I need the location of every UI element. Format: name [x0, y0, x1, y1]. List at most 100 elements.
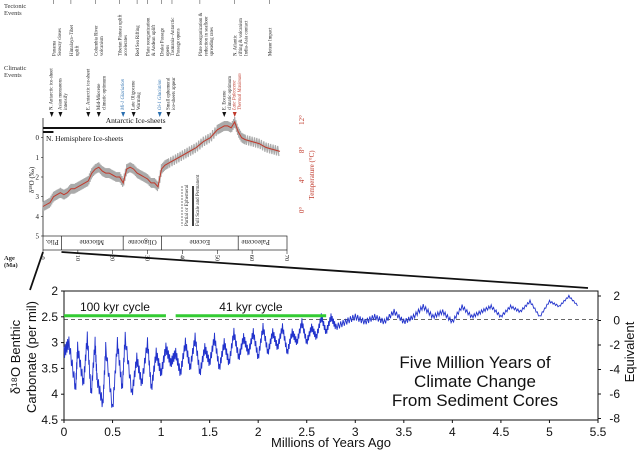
right-y-tick-label: -6 — [609, 387, 620, 401]
right-y-tick-label: 8° — [298, 147, 306, 154]
bottom-x-tick-label: 0.5 — [104, 425, 121, 439]
y-axis-label-line2: Carbonate (per mil) — [24, 301, 39, 413]
top-x-tick-label: 0 — [39, 256, 46, 259]
tectonic-event-text: Columbia River — [94, 25, 99, 56]
left-y-tick-label: 2 — [36, 174, 40, 182]
nh-ice-bar — [43, 131, 54, 133]
climatic-event-text: Warming — [137, 92, 142, 110]
climatic-events-label: Climatic Events — [4, 65, 27, 79]
right-y-tick-label: -8 — [609, 412, 620, 426]
left-y-tick-label: 1 — [36, 154, 40, 162]
nh-ice-label: N. Hemisphere Ice-sheets — [46, 134, 123, 143]
x-axis-label: Millions of Years Ago — [271, 435, 391, 450]
bottom-x-tick-label: 3.5 — [395, 425, 412, 439]
zoom-line-left — [29, 251, 44, 291]
right-y-tick-label: 0 — [613, 314, 620, 328]
tectonic-event-text: Himalaya–Tibet — [70, 24, 75, 56]
tectonic-event-text: Tibetan Plateau uplift — [119, 14, 124, 56]
bottom-x-tick-label: 4 — [449, 425, 456, 439]
top-x-tick-label: 10 — [74, 255, 81, 262]
top-x-tick-label: 20 — [109, 255, 116, 262]
top-x-tick-label: 50 — [213, 255, 220, 262]
climatic-event-text: Thermal Maximum — [238, 73, 243, 110]
top-x-tick-label: 60 — [248, 255, 255, 262]
tectonic-event-text: Meteor Impact — [269, 27, 274, 56]
zoom-connector — [29, 251, 589, 291]
left-y-tick-label: 3 — [51, 336, 58, 350]
right-y-axis-label: Temperature (°C) — [308, 150, 316, 200]
chart-annotation: Five Million Years of Climate Change From … — [392, 353, 558, 410]
climatic-event-text: ice-sheets appear — [172, 77, 177, 110]
climatic-event-arrow — [86, 112, 91, 117]
climatic-event-text: intensify — [64, 93, 69, 110]
isotope-smoothed-line — [42, 120, 281, 207]
right-y-tick-label: 0° — [298, 207, 306, 214]
cycle-label: 100 kyr cycle — [80, 300, 150, 314]
tectonic-events-label: Tectonic Events — [4, 3, 26, 17]
left-y-tick-label: 0 — [36, 134, 40, 142]
zoom-line-right — [61, 251, 589, 289]
climatic-event-arrow — [58, 112, 63, 117]
climatic-event-text: Mi-1 Glaciation — [121, 78, 126, 111]
tectonic-event-text: volcanism — [100, 36, 105, 56]
bottom-x-tick-label: 2 — [255, 425, 262, 439]
climatic-event-arrow — [131, 112, 136, 117]
tectonic-event-text: Tasmania–Antarctic — [171, 17, 176, 56]
left-y-tick-label: 3.5 — [41, 361, 58, 375]
tectonic-event-text: opens — [166, 45, 171, 56]
bottom-x-tick-label: 3 — [352, 425, 359, 439]
climatic-event-text: Asian monsoons — [58, 78, 63, 110]
age-ma-label: Age (Ma) — [4, 255, 18, 269]
legend-partial-text: Partial or Ephemeral — [185, 184, 190, 226]
climatic-event-text: E. Antarctic ice-sheet — [86, 68, 91, 110]
epoch-label: Eocene — [190, 238, 211, 246]
climatic-event-text: E. Eocene — [222, 91, 227, 110]
climatic-event-arrow — [157, 112, 162, 117]
tectonic-event-text: India-Asia contact — [245, 20, 250, 56]
climatic-event-text: N. Antarctic ice-sheet — [50, 68, 55, 110]
tectonic-event-text: Passage opens — [176, 28, 181, 56]
left-y-tick-label: 2 — [51, 284, 58, 298]
y-axis-label-line1: δ¹⁸O Benthic — [8, 319, 23, 394]
bottom-x-tick-label: 2.5 — [298, 425, 315, 439]
left-y-tick-label: 4.5 — [41, 413, 58, 427]
tectonic-event-text: accelerates — [124, 35, 129, 56]
left-y-tick-label: 2.5 — [41, 310, 58, 324]
cycle-label: 41 kyr cycle — [219, 300, 283, 314]
isotope-series-line — [63, 294, 578, 408]
left-y-tick-label: 5 — [36, 233, 40, 241]
antarctic-ice-label: Antarctic Ice-sheets — [106, 116, 166, 125]
climatic-event-text: Late Paleocene — [233, 79, 238, 111]
antarctic-ice-bar — [43, 127, 162, 129]
climatic-event-arrow — [96, 112, 101, 117]
left-y-tick-label: 4 — [36, 213, 40, 221]
bottom-x-tick-label: 1.5 — [201, 425, 218, 439]
tectonic-event-text: Seaway closes — [58, 28, 63, 56]
right-y-tick-label: 2 — [613, 289, 620, 303]
tectonic-event-text: Plate reorganization — [147, 17, 152, 56]
tectonic-event-text: Drake Passage — [161, 28, 166, 56]
left-y-tick-label: 4 — [51, 387, 58, 401]
climatic-event-text: climatic optimum — [228, 76, 233, 110]
bottom-x-tick-label: 0 — [61, 425, 68, 439]
top-x-tick-label: 70 — [283, 255, 290, 262]
left-y-tick-label: 3 — [36, 193, 40, 201]
tectonic-event-text: spreading rates — [210, 27, 215, 56]
right-y-tick-label: -4 — [609, 363, 620, 377]
top-x-tick-label: 40 — [178, 255, 185, 262]
right-y-tick-label: -2 — [609, 338, 620, 352]
cenozoic-panel: Tectonic Events Climatic Events Age (Ma) Panam… — [4, 0, 316, 269]
tectonic-event-text: reduction in seafloor — [204, 16, 209, 56]
epoch-label: Paleocene — [241, 238, 269, 246]
tectonic-event-text: N. Atlantic — [234, 35, 239, 56]
climatic-event-arrow — [166, 112, 171, 117]
climatic-event-arrow — [232, 112, 237, 117]
legend-full-text: Full Scale and Permanent — [196, 174, 201, 226]
climatic-event-text: Oi-1 Glaciation — [158, 79, 163, 110]
bottom-x-tick-label: 5.5 — [590, 425, 607, 439]
climatic-event-arrow — [49, 112, 54, 117]
climatic-event-arrow — [121, 112, 126, 117]
tectonic-event-text: Plate reorganization & — [199, 12, 204, 56]
climatic-event-text: climatic optimum — [102, 76, 107, 110]
